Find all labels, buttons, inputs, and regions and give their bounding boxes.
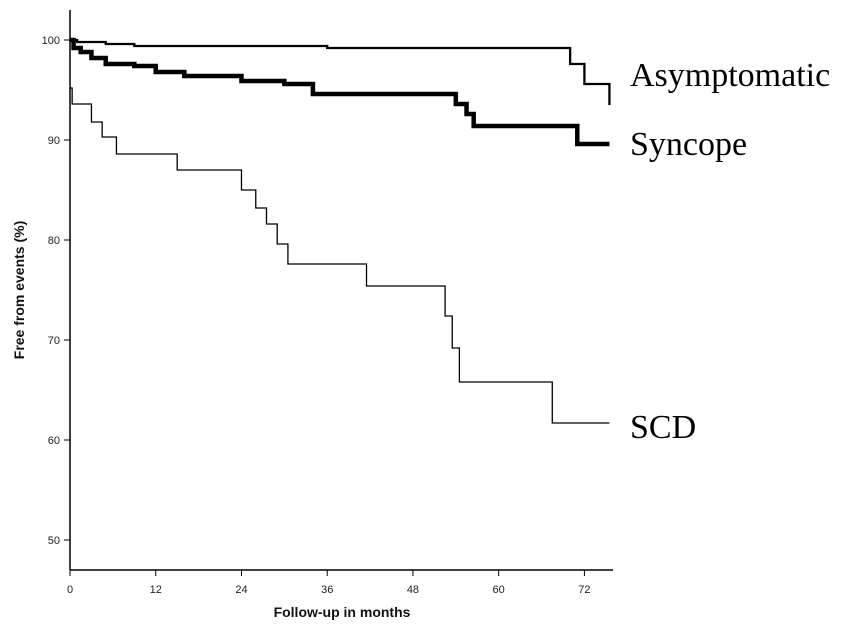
series-label-syncope: Syncope — [630, 126, 747, 163]
x-tick-label: 12 — [150, 584, 162, 596]
y-tick-label: 80 — [48, 235, 60, 247]
y-tick-label: 100 — [42, 35, 60, 47]
x-tick-label: 0 — [67, 584, 73, 596]
y-tick-label: 50 — [48, 535, 60, 547]
y-tick-label: 70 — [48, 335, 60, 347]
x-tick-label: 24 — [235, 584, 247, 596]
series-labels: Asymptomatic Syncope SCD — [630, 57, 830, 446]
series-label-asymptomatic: Asymptomatic — [630, 57, 830, 94]
x-tick-label: 60 — [493, 584, 505, 596]
x-ticks: 0 12 24 36 48 60 72 — [67, 570, 591, 596]
y-axis-title: Free from events (%) — [11, 221, 27, 359]
y-ticks: 50 60 70 80 90 100 — [42, 35, 70, 547]
series-line-asymptomatic — [70, 38, 611, 105]
x-tick-label: 72 — [578, 584, 590, 596]
x-tick-label: 36 — [321, 584, 333, 596]
series-label-scd: SCD — [630, 409, 696, 446]
y-tick-label: 90 — [48, 135, 60, 147]
series-line-syncope — [70, 37, 610, 147]
x-tick-label: 48 — [407, 584, 419, 596]
axes — [69, 10, 613, 571]
series-line-scd — [70, 87, 610, 424]
x-axis-title: Follow-up in months — [274, 604, 411, 620]
series-lines — [70, 37, 611, 424]
y-tick-label: 60 — [48, 435, 60, 447]
